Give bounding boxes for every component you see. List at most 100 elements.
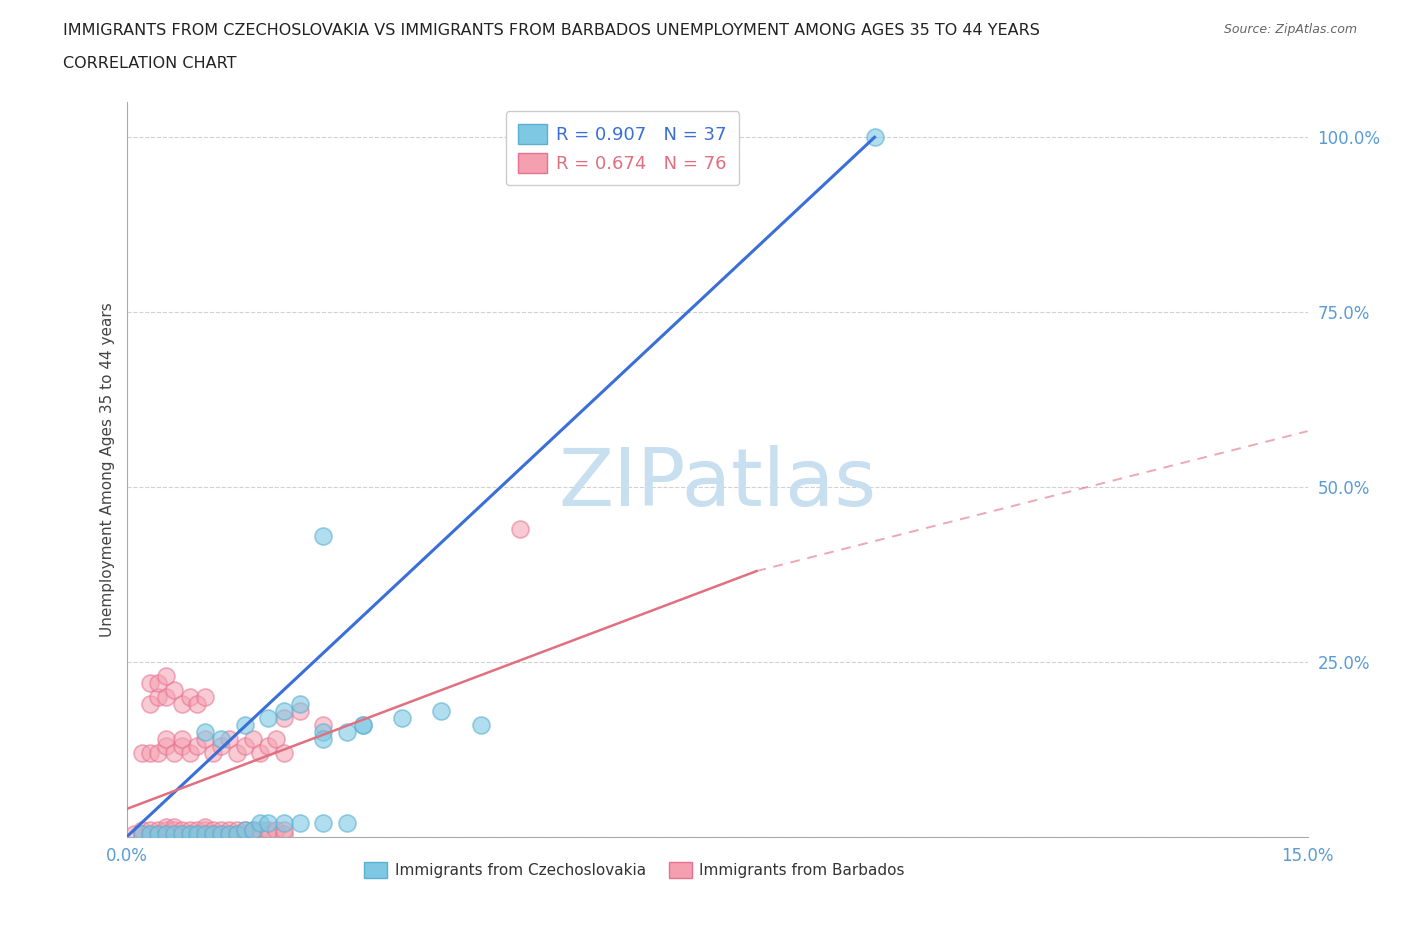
Point [163,819,186,834]
Point [163,826,186,841]
Point [202,746,225,761]
Point [146,822,169,837]
Point [163,683,186,698]
Point [170,826,193,841]
Point [139,826,162,841]
Point [273,822,295,837]
Point [233,822,256,837]
Point [352,718,374,733]
Point [131,746,153,761]
Point [163,746,186,761]
Point [155,732,177,747]
Point [179,690,201,705]
Point [863,130,886,145]
Point [163,826,186,841]
Point [194,724,217,739]
Point [273,711,295,725]
Point [288,816,311,830]
Text: IMMIGRANTS FROM CZECHOSLOVAKIA VS IMMIGRANTS FROM BARBADOS UNEMPLOYMENT AMONG AG: IMMIGRANTS FROM CZECHOSLOVAKIA VS IMMIGR… [63,23,1040,38]
Point [170,732,193,747]
Point [202,822,225,837]
Point [170,697,193,711]
Point [155,822,177,837]
Text: ZIPatlas: ZIPatlas [558,445,876,524]
Point [257,816,280,830]
Point [155,738,177,753]
Point [312,732,335,747]
Point [257,738,280,753]
Point [131,826,153,841]
Point [146,826,169,841]
Point [225,822,247,837]
Point [209,738,232,753]
Point [218,826,240,841]
Point [312,528,335,543]
Point [155,826,177,841]
Point [312,816,335,830]
Point [288,704,311,719]
Point [194,822,217,837]
Point [273,704,295,719]
Point [170,826,193,841]
Point [264,822,287,837]
Point [218,822,240,837]
Point [179,822,201,837]
Legend: Immigrants from Czechoslovakia, Immigrants from Barbados: Immigrants from Czechoslovakia, Immigran… [359,857,911,884]
Point [242,826,264,841]
Point [163,822,186,837]
Point [170,822,193,837]
Point [273,816,295,830]
Point [391,711,413,725]
Point [225,826,247,841]
Point [155,826,177,841]
Point [139,826,162,841]
Point [225,826,247,841]
Point [233,822,256,837]
Point [218,826,240,841]
Point [509,522,531,537]
Point [430,704,453,719]
Point [209,826,232,841]
Point [194,826,217,841]
Point [155,669,177,684]
Point [186,697,208,711]
Point [179,746,201,761]
Point [194,826,217,841]
Point [264,732,287,747]
Text: Source: ZipAtlas.com: Source: ZipAtlas.com [1223,23,1357,36]
Point [233,738,256,753]
Point [139,822,162,837]
Point [249,746,271,761]
Point [312,718,335,733]
Point [202,826,225,841]
Point [218,732,240,747]
Point [336,816,359,830]
Point [194,819,217,834]
Point [257,826,280,841]
Point [139,746,162,761]
Point [225,746,247,761]
Point [155,819,177,834]
Point [249,822,271,837]
Point [186,826,208,841]
Point [170,738,193,753]
Point [209,826,232,841]
Point [131,822,153,837]
Point [155,690,177,705]
Point [257,711,280,725]
Point [209,732,232,747]
Y-axis label: Unemployment Among Ages 35 to 44 years: Unemployment Among Ages 35 to 44 years [100,302,115,637]
Point [131,826,153,841]
Point [242,822,264,837]
Point [146,675,169,690]
Point [257,822,280,837]
Point [124,826,146,841]
Point [312,724,335,739]
Point [146,746,169,761]
Point [242,732,264,747]
Point [194,690,217,705]
Point [233,718,256,733]
Point [146,826,169,841]
Point [209,822,232,837]
Point [139,675,162,690]
